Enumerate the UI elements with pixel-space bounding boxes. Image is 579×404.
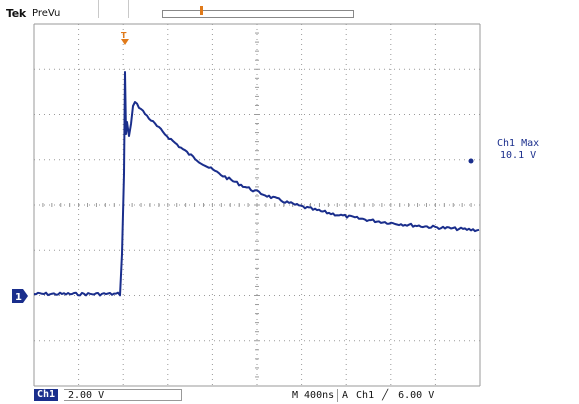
channel-label[interactable]: Ch1 bbox=[34, 389, 59, 401]
trigger-readout[interactable]: A Ch1 ╱ 6.00 V bbox=[337, 389, 434, 402]
graticule-center-axes bbox=[33, 23, 481, 387]
measurement-label: Ch1 Max bbox=[497, 138, 540, 149]
trigger-level-marker-icon[interactable] bbox=[468, 158, 474, 164]
measurement-readout: Ch1 Max 10.1 V bbox=[497, 138, 539, 162]
ch1-ground-marker-icon[interactable]: 1 bbox=[12, 289, 28, 303]
trigger-slope-icon: ╱ bbox=[382, 390, 389, 401]
ch1-ground-marker-label: 1 bbox=[15, 292, 22, 303]
trigger-source: Ch1 bbox=[356, 390, 375, 401]
trigger-level: 6.00 V bbox=[398, 390, 435, 401]
header-divider bbox=[98, 0, 99, 18]
vertical-scale-readout[interactable]: 2.00 V bbox=[64, 389, 182, 401]
trigger-position-letter: T bbox=[121, 31, 127, 40]
timebase-readout[interactable]: M 400ns bbox=[292, 390, 335, 401]
settings-readout-bar: Ch1 2.00 V M 400ns A Ch1 ╱ 6.00 V bbox=[34, 389, 480, 403]
brand-logo: Tek bbox=[6, 7, 26, 20]
measurement-value: 10.1 V bbox=[500, 150, 537, 161]
record-window-marker bbox=[200, 6, 203, 15]
record-length-indicator bbox=[162, 10, 354, 18]
header-divider bbox=[128, 0, 129, 18]
trigger-position-marker-icon[interactable]: T bbox=[118, 30, 132, 46]
acquisition-mode-label: PreVu bbox=[32, 8, 61, 19]
ch1-waveform-trace bbox=[33, 71, 480, 297]
waveform-display bbox=[33, 23, 481, 387]
trigger-mode: A bbox=[342, 390, 349, 401]
